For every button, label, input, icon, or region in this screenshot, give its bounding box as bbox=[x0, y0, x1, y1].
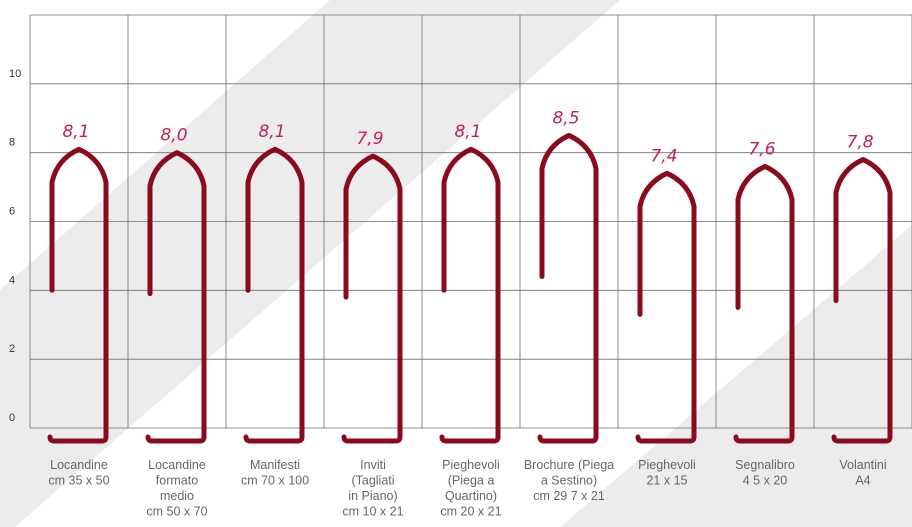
category-label-line: Pieghevoli bbox=[442, 458, 500, 472]
category-label-line: Locandine bbox=[148, 458, 206, 472]
category-label-line: a Sestino) bbox=[541, 474, 597, 488]
bar bbox=[831, 157, 893, 444]
value-label: 8,1 bbox=[258, 122, 285, 142]
category-label-line: Brochure (Piega bbox=[524, 458, 614, 472]
category-label-line: 21 x 15 bbox=[646, 474, 687, 488]
value-label: 8,1 bbox=[62, 122, 89, 142]
bar bbox=[537, 132, 599, 444]
grid-lines bbox=[29, 14, 912, 429]
y-tick-label: 10 bbox=[9, 68, 21, 80]
category-label-line: cm 70 x 100 bbox=[241, 474, 309, 488]
category-label-line: cm 10 x 21 bbox=[342, 505, 403, 519]
category-label-line: cm 29 7 x 21 bbox=[533, 489, 605, 503]
category-label-line: Inviti bbox=[360, 458, 386, 472]
category-label: Segnalibro 4 5 x 20 bbox=[735, 458, 795, 488]
category-label-line: formato bbox=[156, 474, 198, 488]
category-label-line: in Piano) bbox=[348, 489, 397, 503]
y-tick-label: 8 bbox=[9, 137, 15, 149]
value-label: 8,5 bbox=[552, 108, 579, 128]
category-label-line: A4 bbox=[855, 474, 870, 488]
category-label: Brochure (Piega a Sestino) cm 29 7 x 21 bbox=[524, 458, 614, 503]
category-label: Pieghevoli (Piega a Quartino) cm 20 x 21 bbox=[440, 458, 501, 519]
category-labels: Locandine cm 35 x 50 Locandine formato medio… bbox=[48, 458, 886, 519]
category-label-line: Volantini bbox=[839, 458, 886, 472]
background-stripe bbox=[0, 0, 620, 527]
category-label-line: Manifesti bbox=[250, 458, 300, 472]
y-tick-label: 4 bbox=[9, 274, 15, 286]
category-label-line: 4 5 x 20 bbox=[743, 474, 788, 488]
category-label-line: Segnalibro bbox=[735, 458, 795, 472]
category-label-line: Locandine bbox=[50, 458, 108, 472]
category-label: Inviti (Tagliati in Piano) cm 10 x 21 bbox=[342, 458, 403, 519]
value-label: 8,0 bbox=[160, 126, 187, 146]
category-label-line: Quartino) bbox=[445, 489, 497, 503]
background-stripe bbox=[560, 225, 912, 527]
category-label: Volantini A4 bbox=[839, 458, 886, 488]
bar bbox=[635, 170, 697, 444]
y-tick-label: 2 bbox=[9, 343, 15, 355]
category-label-line: Pieghevoli bbox=[638, 458, 696, 472]
value-label: 7,9 bbox=[356, 129, 383, 149]
category-label-line: (Tagliati bbox=[351, 474, 394, 488]
category-label-line: (Piega a bbox=[448, 474, 495, 488]
value-labels: 8,1 8,0 8,1 7,9 8,1 8,5 7,4 7,6 7,8 bbox=[62, 108, 873, 166]
y-tick-label: 0 bbox=[9, 412, 15, 424]
bar bbox=[341, 153, 403, 444]
y-tick-label: 6 bbox=[9, 206, 15, 218]
bar bbox=[145, 150, 207, 444]
category-label-line: cm 50 x 70 bbox=[146, 505, 207, 519]
category-label-line: cm 35 x 50 bbox=[48, 474, 109, 488]
category-label: Locandine formato medio cm 50 x 70 bbox=[146, 458, 207, 519]
category-label-line: cm 20 x 21 bbox=[440, 505, 501, 519]
value-label: 8,1 bbox=[454, 122, 481, 142]
bar bbox=[733, 163, 795, 444]
bar bbox=[439, 146, 501, 444]
value-label: 7,4 bbox=[650, 146, 677, 166]
bars bbox=[47, 132, 893, 444]
value-label: 7,6 bbox=[748, 139, 775, 159]
bar bbox=[47, 146, 109, 444]
category-label: Locandine cm 35 x 50 bbox=[48, 458, 109, 488]
y-axis-ticks: 0 2 4 6 8 10 bbox=[9, 68, 21, 424]
category-label: Pieghevoli 21 x 15 bbox=[638, 458, 696, 488]
bar bbox=[243, 146, 305, 444]
value-label: 7,8 bbox=[846, 133, 873, 153]
category-label: Manifesti cm 70 x 100 bbox=[241, 458, 309, 488]
category-label-line: medio bbox=[160, 489, 194, 503]
